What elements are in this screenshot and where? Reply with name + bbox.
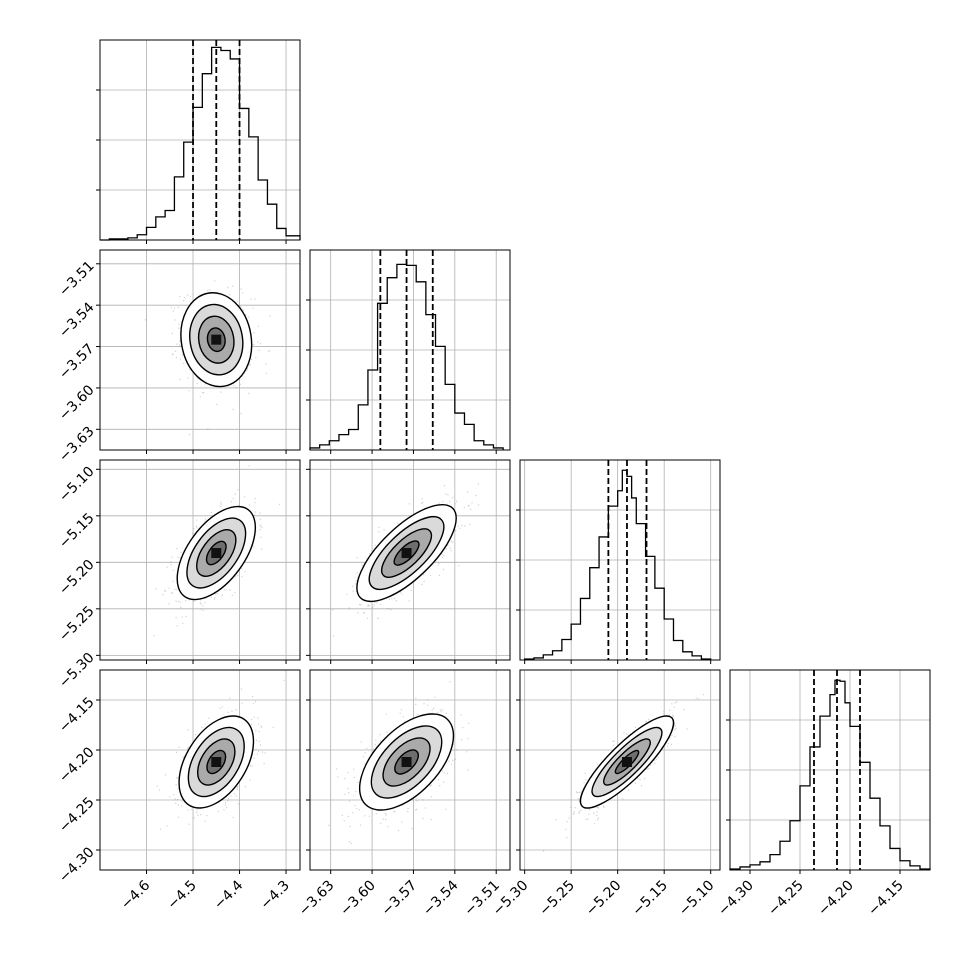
ytick-label-2-4: −5.10 <box>56 464 98 506</box>
xtick-label-3-1: −4.25 <box>765 878 807 920</box>
hist-panel-2 <box>516 459 721 661</box>
ytick-label-1-4: −3.51 <box>56 258 98 300</box>
xtick-label-2-4: −5.10 <box>676 878 718 920</box>
scatter-1-core <box>211 548 222 559</box>
xtick-label-3-0: −4.30 <box>715 878 757 920</box>
ytick-label-3-2: −4.20 <box>56 744 98 786</box>
ytick-label-3-1: −4.25 <box>56 794 98 836</box>
scatter-content-2-3 <box>520 670 720 870</box>
xtick-label-0-3: −4.3 <box>258 878 293 913</box>
xtick-label-0-1: −4.5 <box>164 878 199 913</box>
scatter-content-0-3 <box>100 670 300 870</box>
scatter-2-frame <box>309 459 511 661</box>
ytick-label-2-3: −5.15 <box>56 510 98 552</box>
hist-panel-0 <box>96 39 301 241</box>
scatter-3-core <box>211 757 222 767</box>
ytick-label-2-1: −5.25 <box>56 603 98 645</box>
hist-panel-1 <box>306 249 511 451</box>
hist-3-bars <box>729 679 931 870</box>
hist-0-frame <box>99 39 301 241</box>
scatter-4-core <box>401 757 412 767</box>
xtick-label-2-3: −5.15 <box>629 878 671 920</box>
xtick-label-1-2: −3.57 <box>379 878 421 920</box>
scatter-panel-0-1 <box>99 249 301 451</box>
scatter-panel-2-3 <box>519 669 721 871</box>
xtick-label-3-2: −4.20 <box>815 878 857 920</box>
scatter-5-core <box>621 757 632 767</box>
ytick-label-2-2: −5.20 <box>56 557 98 599</box>
scatter-content-0-2 <box>100 460 300 660</box>
hist-2-frame <box>519 459 721 661</box>
ytick-label-1-3: −3.54 <box>56 299 98 341</box>
scatter-4-frame <box>309 669 511 871</box>
scatter-content-1-2 <box>310 460 510 660</box>
xtick-label-2-2: −5.20 <box>583 878 625 920</box>
scatter-panel-0-3 <box>99 669 301 871</box>
scatter-0-core <box>211 334 222 345</box>
ytick-label-3-3: −4.15 <box>56 694 98 736</box>
scatter-content-1-3 <box>310 670 510 870</box>
hist-panel-3 <box>726 669 931 871</box>
xtick-label-0-2: −4.4 <box>211 877 246 912</box>
xtick-label-1-0: −3.63 <box>296 878 338 920</box>
scatter-content-0-1 <box>100 250 300 450</box>
ytick-label-3-0: −4.30 <box>56 844 98 886</box>
xtick-label-1-1: −3.60 <box>337 878 379 920</box>
xtick-label-0-0: −4.6 <box>118 877 153 912</box>
scatter-0-frame <box>99 249 301 451</box>
xtick-label-1-3: −3.54 <box>420 877 462 919</box>
xtick-label-3-3: −4.15 <box>865 878 907 920</box>
scatter-5-frame <box>519 669 721 871</box>
scatter-3-frame <box>99 669 301 871</box>
ytick-label-1-0: −3.63 <box>56 424 98 466</box>
hist-2-bars <box>524 469 712 660</box>
scatter-1-frame <box>99 459 301 661</box>
hist-3-frame <box>729 669 931 871</box>
hist-1-frame <box>309 249 511 451</box>
scatter-panel-0-2 <box>99 459 301 661</box>
ytick-label-1-1: −3.60 <box>56 382 98 424</box>
scatter-panel-1-3 <box>309 669 511 871</box>
scatter-panel-1-2 <box>309 459 511 661</box>
hist-0-bars <box>100 46 301 241</box>
xtick-label-2-1: −5.25 <box>536 878 578 920</box>
scatter-2-core <box>401 548 412 559</box>
ytick-label-1-2: −3.57 <box>56 341 98 383</box>
ytick-label-2-0: −5.30 <box>56 650 98 692</box>
